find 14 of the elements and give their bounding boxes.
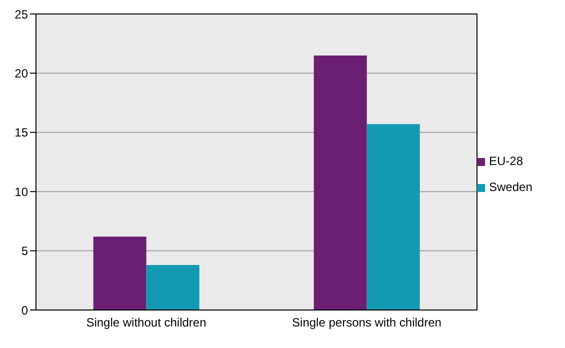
y-tick-label: 0: [21, 303, 28, 318]
x-tick-label: Single persons with children: [292, 316, 442, 330]
y-tick-label: 15: [14, 126, 28, 140]
x-tick-label: Single without children: [86, 316, 206, 330]
bar: [366, 124, 420, 310]
bar: [146, 265, 200, 310]
legend-label: Sweden: [489, 180, 532, 194]
y-tick-label: 25: [14, 7, 28, 22]
bar: [93, 236, 146, 310]
y-tick-label: 20: [14, 66, 28, 80]
legend-label: EU-28: [489, 154, 524, 168]
y-tick-label: 10: [14, 184, 28, 199]
bar: [314, 55, 367, 310]
y-tick-label: 5: [21, 244, 28, 258]
